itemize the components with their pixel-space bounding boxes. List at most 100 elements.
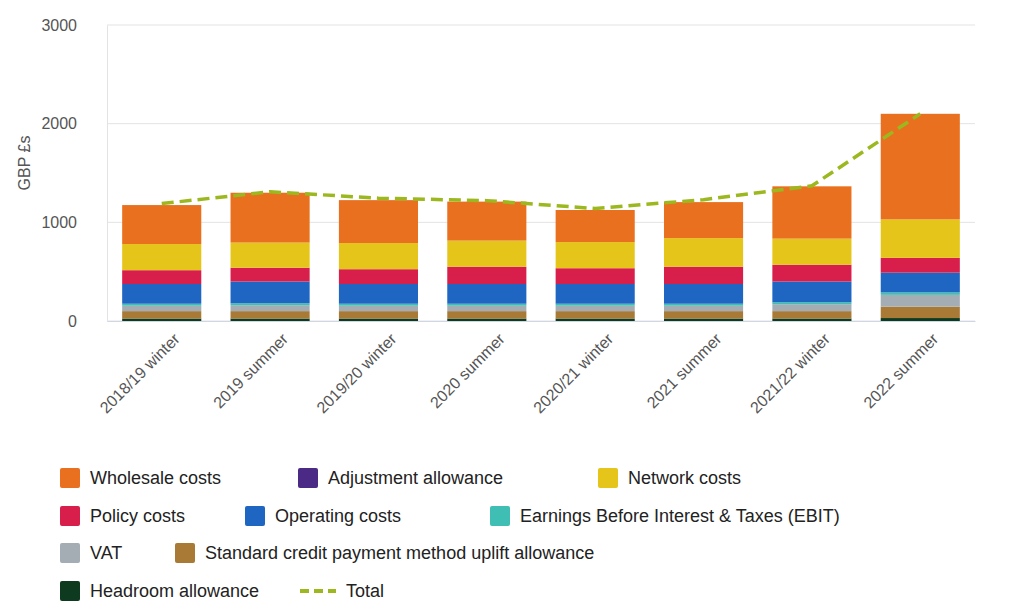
- legend-label: Earnings Before Interest & Taxes (EBIT): [520, 506, 840, 526]
- bar-segment: [881, 114, 960, 220]
- bar-segment: [772, 302, 851, 304]
- x-tick: 2020 summer: [427, 321, 509, 411]
- x-tick: 2019/20 winter: [313, 321, 400, 416]
- legend-label: Headroom allowance: [90, 581, 259, 601]
- bar-segment: [231, 319, 310, 321]
- legend-item: Standard credit payment method uplift al…: [175, 543, 594, 563]
- legend-swatch: [60, 506, 80, 526]
- bar-segment: [664, 319, 743, 321]
- bar-segment: [772, 265, 851, 282]
- bar-segment: [664, 202, 743, 238]
- x-tick-label: 2022 summer: [860, 330, 942, 412]
- legend-label: VAT: [90, 543, 122, 563]
- x-tick: 2020/21 winter: [530, 321, 617, 416]
- chart: 0 1000 2000 3000 2018/19 winter 2019 summer 20…: [0, 0, 1024, 614]
- bar-segment: [339, 319, 418, 321]
- bar-segment: [881, 295, 960, 307]
- legend-item: Policy costs: [60, 506, 185, 526]
- bar-segment: [339, 243, 418, 269]
- bar-segment: [556, 304, 635, 306]
- legend-swatch: [175, 543, 195, 563]
- bar-segment: [447, 306, 526, 311]
- x-axis-line: [108, 321, 976, 322]
- legend-swatch: [300, 589, 336, 593]
- legend-swatch: [60, 468, 80, 488]
- bar-segment: [339, 269, 418, 284]
- bar-segment: [231, 282, 310, 304]
- legend-item: Wholesale costs: [60, 468, 221, 488]
- x-tick-label: 2019 summer: [210, 330, 292, 412]
- bar-segment: [122, 319, 201, 321]
- bar-segment: [556, 210, 635, 242]
- bar-segment: [447, 304, 526, 306]
- bar-segment: [447, 202, 526, 241]
- bar-segment: [556, 284, 635, 304]
- bar-segment: [231, 268, 310, 282]
- legend-label: Adjustment allowance: [328, 468, 503, 488]
- bar-segment: [772, 311, 851, 318]
- x-tick-label: 2018/19 winter: [97, 330, 184, 417]
- bar-segment: [664, 306, 743, 311]
- x-tick: 2021 summer: [644, 321, 726, 411]
- x-tick-label: 2020 summer: [427, 330, 509, 412]
- bar-segment: [231, 303, 310, 305]
- legend-label: Network costs: [628, 468, 741, 488]
- bar-segment: [881, 258, 960, 273]
- bar-segment: [772, 319, 851, 321]
- bar-segment: [881, 307, 960, 318]
- bar-segment: [556, 268, 635, 284]
- y-tick: 0: [68, 313, 107, 330]
- legend-label: Wholesale costs: [90, 468, 221, 488]
- bar-segment: [122, 306, 201, 311]
- total-line: [162, 114, 921, 209]
- x-tick-label: 2019/20 winter: [313, 330, 400, 417]
- grid-line: [107, 123, 975, 124]
- legend-item: Adjustment allowance: [298, 468, 503, 488]
- bar-segment: [881, 273, 960, 293]
- bar-segment: [231, 243, 310, 268]
- bar-segment: [122, 284, 201, 304]
- bar-segment: [447, 319, 526, 321]
- bar-segment: [772, 186, 851, 238]
- legend-swatch: [60, 543, 80, 563]
- grid-line: [107, 25, 975, 26]
- bar-segment: [447, 241, 526, 267]
- bar-segment: [664, 267, 743, 284]
- plot-area: 0 1000 2000 3000 2018/19 winter 2019 summer 20…: [41, 17, 975, 417]
- bar-segment: [122, 270, 201, 284]
- y-tick-label: 1000: [41, 214, 77, 231]
- bar-segment: [122, 311, 201, 318]
- bar-segment: [339, 304, 418, 306]
- bar-segment: [556, 311, 635, 318]
- legend-item: VAT: [60, 543, 122, 563]
- grid: [107, 25, 975, 321]
- legend-item: Network costs: [598, 468, 741, 488]
- legend-label: Policy costs: [90, 506, 185, 526]
- y-tick: 2000: [41, 115, 107, 132]
- bar-segment: [339, 284, 418, 304]
- legend-swatch: [245, 506, 265, 526]
- bar-segment: [447, 284, 526, 304]
- bar-segment: [447, 311, 526, 318]
- legend-swatch: [60, 581, 80, 601]
- legend-label: Standard credit payment method uplift al…: [205, 543, 594, 563]
- y-tick-label: 0: [68, 313, 77, 330]
- x-tick: 2018/19 winter: [97, 321, 184, 416]
- x-tick: 2022 summer: [860, 321, 942, 411]
- bar-segment: [231, 311, 310, 318]
- bar-segment: [556, 319, 635, 321]
- x-tick: 2021/22 winter: [747, 321, 834, 416]
- bar-series: [122, 114, 960, 244]
- bar-segment: [231, 305, 310, 311]
- y-tick-label: 2000: [41, 115, 77, 132]
- y-tick-label: 3000: [41, 17, 77, 34]
- legend-label: Operating costs: [275, 506, 401, 526]
- bar-segment: [664, 304, 743, 306]
- bar-segment: [339, 311, 418, 318]
- bar-segment: [122, 244, 201, 270]
- y-axis-line: [107, 26, 108, 322]
- y-axis-title: GBP £s: [16, 136, 33, 191]
- marks: [122, 114, 960, 321]
- x-tick-label: 2020/21 winter: [530, 330, 617, 417]
- bar-segment: [664, 238, 743, 267]
